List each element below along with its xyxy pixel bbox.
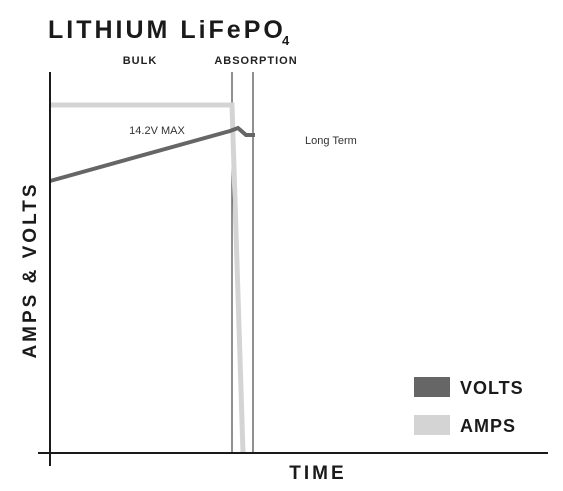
volts-line (49, 125, 255, 183)
legend-label: VOLTS (460, 378, 524, 398)
amps-line (50, 102, 246, 454)
annotation: Long Term (305, 135, 357, 147)
title-subscript: 4 (282, 33, 290, 48)
x-axis-label: TIME (289, 463, 346, 484)
phase-label: BULK (123, 55, 158, 67)
legend-swatch (414, 415, 450, 435)
legend-label: AMPS (460, 416, 516, 436)
phase-label: ABSORPTION (214, 55, 297, 67)
annotation: 14.2V MAX (129, 125, 185, 137)
y-axis-label: AMPS & VOLTS (20, 181, 41, 358)
legend-swatch (414, 377, 450, 397)
title: LITHIUM LiFePO (48, 16, 286, 44)
